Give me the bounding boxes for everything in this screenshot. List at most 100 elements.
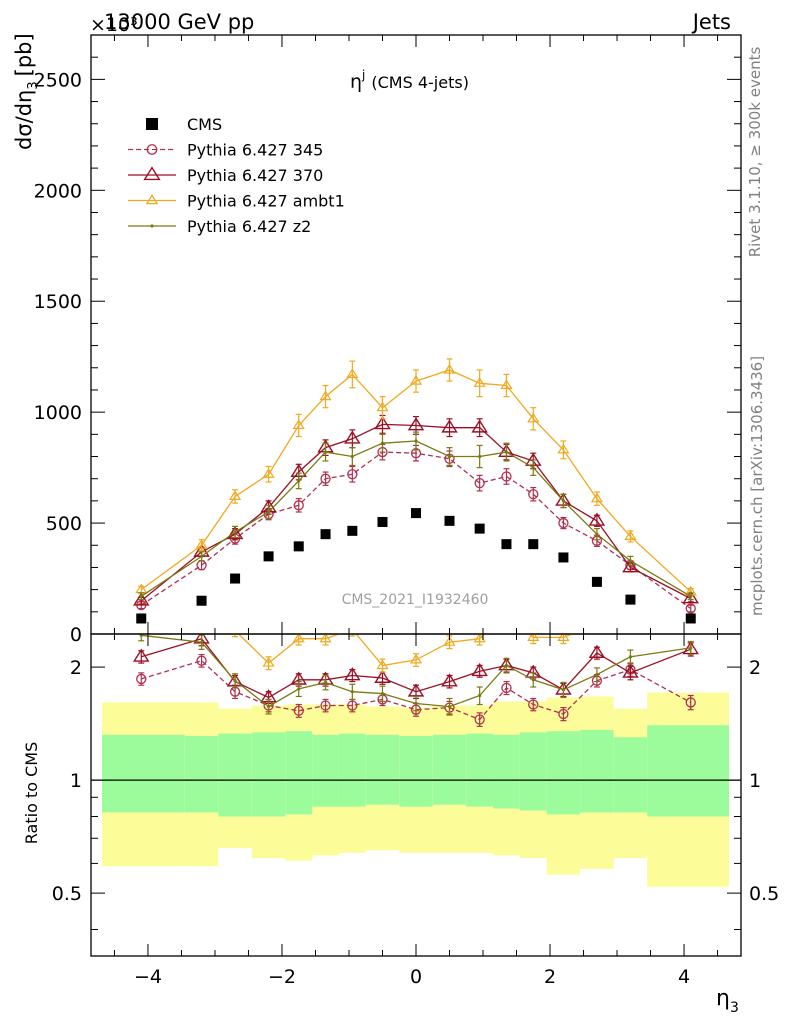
z2-marker bbox=[504, 663, 509, 668]
z2-marker bbox=[531, 678, 535, 682]
z2-marker bbox=[266, 510, 271, 514]
series-line-ambt1 bbox=[140, 369, 692, 593]
series-z2 bbox=[138, 431, 694, 601]
x-axis-label-main: η bbox=[716, 986, 730, 1011]
ratio-y-tick-label-right: 2 bbox=[749, 657, 761, 679]
ambt1-marker bbox=[376, 401, 389, 412]
x-axis-label: η3 bbox=[716, 986, 739, 1016]
p370-marker bbox=[344, 430, 361, 444]
z2-marker bbox=[350, 454, 354, 459]
legend-entry-ambt1: Pythia 6.427 ambt1 bbox=[128, 192, 345, 211]
p370-marker bbox=[374, 669, 391, 683]
p345-marker bbox=[474, 714, 485, 725]
ambt1-marker bbox=[590, 492, 604, 503]
x-tick-label: 4 bbox=[678, 966, 690, 988]
p345-marker bbox=[136, 673, 147, 685]
ratio-y-tick-label: 2 bbox=[70, 657, 82, 679]
ratio-axis-label: Ratio to CMS bbox=[22, 742, 41, 844]
y-axis-label: dσ/dη3 [pb] bbox=[12, 33, 41, 150]
z2-marker bbox=[689, 646, 693, 650]
p370-marker bbox=[471, 662, 488, 677]
x-tick-label: 0 bbox=[410, 966, 422, 988]
ambt1-marker bbox=[527, 634, 540, 641]
p345-marker bbox=[293, 500, 304, 511]
p370-marker bbox=[226, 525, 244, 540]
plot-title-sup: j bbox=[361, 68, 365, 82]
legend: CMS Pythia 6.427 345 Pythia 6.427 370 Pythi… bbox=[128, 115, 345, 236]
p370-marker bbox=[622, 559, 639, 573]
x-tick-label: −2 bbox=[268, 966, 296, 988]
legend-label: Pythia 6.427 ambt1 bbox=[187, 192, 345, 211]
p345-marker bbox=[320, 473, 331, 484]
stat-band bbox=[218, 733, 252, 817]
ambt1-marker bbox=[473, 377, 486, 387]
series-z2 bbox=[138, 634, 694, 716]
cms-marker bbox=[230, 573, 241, 584]
stat-band bbox=[312, 734, 339, 807]
cms-marker bbox=[501, 539, 512, 550]
z2-marker bbox=[478, 693, 482, 698]
ambt1-marker bbox=[228, 634, 242, 635]
cms-marker bbox=[444, 515, 455, 526]
x-axis-label-sub: 3 bbox=[730, 1000, 739, 1016]
z2-marker bbox=[150, 224, 154, 228]
legend-entry-data: CMS bbox=[146, 115, 222, 134]
y-tick-label: 2000 bbox=[34, 180, 82, 202]
stat-band bbox=[184, 736, 219, 813]
series-line-p345 bbox=[140, 451, 692, 610]
ambt1-marker bbox=[443, 636, 456, 646]
cms-marker bbox=[474, 523, 485, 534]
z2-marker bbox=[447, 454, 452, 459]
z2-marker bbox=[233, 530, 237, 534]
ambt1-marker bbox=[527, 412, 540, 423]
ambt1-marker bbox=[557, 634, 570, 641]
cms-marker bbox=[411, 508, 421, 519]
legend-entry-z2: Pythia 6.427 z2 bbox=[128, 217, 311, 236]
series-group bbox=[132, 605, 700, 728]
p345-marker bbox=[685, 603, 696, 614]
p345-marker bbox=[558, 517, 569, 529]
ambt1-marker bbox=[292, 634, 305, 643]
cms-marker bbox=[347, 525, 358, 536]
ambt1-marker bbox=[409, 653, 423, 664]
cms-marker bbox=[558, 552, 569, 563]
stat-band bbox=[399, 736, 433, 807]
plot-title-main: η bbox=[350, 71, 362, 93]
z2-marker bbox=[380, 441, 385, 445]
x-tick-label: −4 bbox=[134, 966, 162, 988]
p370-marker bbox=[407, 417, 425, 431]
cms-marker bbox=[263, 551, 274, 562]
legend-entry-p370: Pythia 6.427 370 bbox=[128, 166, 323, 185]
ratio-y-tick-label: 1 bbox=[70, 770, 82, 792]
p370-marker bbox=[682, 590, 700, 604]
z2-marker bbox=[323, 680, 328, 685]
z2-marker bbox=[531, 466, 535, 470]
cms-marker bbox=[293, 541, 304, 552]
p345-marker bbox=[293, 705, 304, 716]
z2-marker bbox=[139, 594, 143, 598]
legend-entry-p345: Pythia 6.427 345 bbox=[128, 141, 323, 160]
z2-marker bbox=[628, 559, 633, 563]
z2-marker bbox=[297, 687, 301, 691]
stat-band bbox=[285, 731, 313, 815]
z2-marker bbox=[628, 655, 633, 659]
z2-marker bbox=[447, 704, 452, 709]
ambt1-marker bbox=[625, 605, 635, 613]
z2-marker bbox=[561, 688, 566, 692]
z2-marker bbox=[504, 450, 509, 454]
p370-marker bbox=[132, 648, 150, 662]
p345-marker bbox=[347, 700, 358, 711]
y-tick-label: 1000 bbox=[34, 402, 82, 424]
ratio-bands bbox=[102, 692, 729, 887]
p370-marker bbox=[588, 512, 606, 526]
p345-marker bbox=[528, 699, 539, 710]
cms-marker bbox=[196, 595, 207, 606]
legend-label: Pythia 6.427 z2 bbox=[187, 217, 311, 236]
p370-marker bbox=[441, 419, 458, 433]
collision-label: 13000 GeV pp bbox=[104, 10, 254, 34]
y-axis-label-main: dσ/dη bbox=[12, 90, 36, 150]
stat-band bbox=[432, 734, 467, 805]
p345-marker bbox=[501, 682, 512, 694]
p345-marker bbox=[320, 700, 331, 711]
z2-marker bbox=[139, 634, 143, 637]
